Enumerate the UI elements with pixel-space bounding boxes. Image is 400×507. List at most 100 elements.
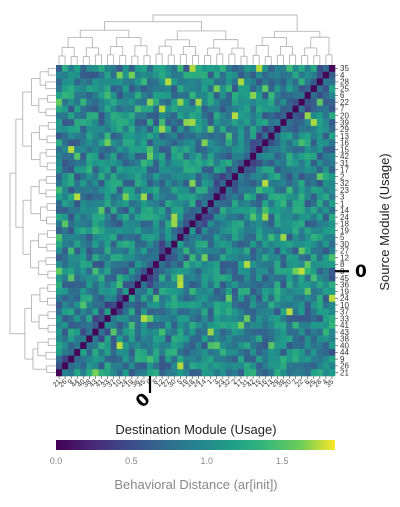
heatmap-cell [328, 234, 336, 242]
heatmap-cell [62, 220, 69, 228]
heatmap-cell [231, 335, 239, 343]
heatmap-cell [225, 78, 233, 86]
heatmap-cell [74, 139, 81, 147]
heatmap-cell [268, 132, 275, 140]
heatmap-cell [286, 98, 293, 106]
heatmap-cell [292, 213, 299, 221]
heatmap-cell [310, 274, 318, 282]
heatmap-cell [122, 166, 130, 174]
heatmap-cell [225, 274, 233, 282]
heatmap-cell [128, 206, 136, 215]
x-tick-label: 30 [167, 378, 178, 389]
heatmap-cell [189, 281, 196, 289]
heatmap-cell [280, 105, 287, 113]
heatmap-cell [62, 186, 69, 194]
heatmap-cell [256, 240, 263, 248]
heatmap-cell [68, 78, 75, 86]
heatmap-cell [86, 335, 93, 343]
y-tick-label: 41 [340, 321, 349, 330]
heatmap-cell [201, 274, 208, 282]
x-tick-label: 20 [282, 378, 293, 389]
heatmap-cell [116, 301, 124, 309]
heatmap-cell [280, 166, 287, 174]
heatmap-cell [86, 186, 93, 194]
heatmap-cell [146, 179, 154, 187]
heatmap-cell [201, 362, 208, 370]
heatmap-cell [122, 315, 130, 323]
heatmap-cell [262, 146, 269, 154]
x-tick-label: 45 [137, 378, 148, 389]
heatmap-cell [213, 85, 221, 93]
heatmap-cell [195, 105, 202, 113]
heatmap-cell [244, 105, 251, 113]
heatmap-cell [286, 281, 293, 289]
heatmap-cell [298, 321, 305, 329]
heatmap-cell [316, 193, 324, 201]
heatmap-cell [177, 213, 184, 221]
heatmap-cell [171, 328, 178, 336]
heatmap-cell [86, 342, 93, 350]
heatmap-cell [310, 65, 318, 73]
heatmap-cell [280, 281, 287, 289]
heatmap-cell [195, 281, 202, 289]
heatmap-cell [250, 227, 257, 235]
heatmap-cell [213, 267, 221, 275]
heatmap-cell [304, 234, 312, 242]
heatmap-cell [68, 227, 75, 235]
heatmap-cell [128, 71, 136, 79]
heatmap-cell [237, 179, 245, 187]
heatmap-cell [280, 288, 287, 296]
heatmap-cell [171, 281, 178, 289]
heatmap-cell [165, 220, 172, 228]
heatmap-cell [128, 105, 136, 113]
heatmap-cell [292, 355, 299, 363]
heatmap-cell [304, 173, 312, 181]
heatmap-cell [104, 78, 111, 86]
heatmap-cell [213, 294, 221, 302]
heatmap-cell [280, 71, 287, 79]
x-tick-label: 38 [82, 378, 93, 389]
heatmap-cell [274, 213, 281, 221]
heatmap-cell [250, 132, 257, 140]
heatmap-cell [195, 254, 202, 262]
heatmap-cell [86, 321, 93, 329]
heatmap-cell [159, 369, 166, 377]
heatmap-cell [74, 328, 81, 336]
heatmap-cell [153, 369, 160, 377]
heatmap-cell [74, 173, 81, 181]
x-tick-label: 24 [191, 378, 202, 389]
heatmap-cell [274, 234, 281, 242]
heatmap-cell [110, 342, 117, 350]
heatmap-cell [62, 321, 69, 329]
heatmap-cell [92, 105, 99, 113]
heatmap-cell [165, 301, 172, 309]
heatmap-cell [256, 234, 263, 242]
heatmap-cell [183, 369, 190, 377]
heatmap-cell [304, 355, 312, 363]
heatmap-cell [304, 179, 312, 187]
heatmap-cell [189, 261, 196, 269]
heatmap-cell [165, 328, 172, 336]
heatmap-cell [316, 308, 324, 316]
heatmap-cell [298, 139, 305, 147]
heatmap-cell [134, 98, 142, 106]
heatmap-cell [146, 362, 154, 370]
heatmap-cell [316, 92, 324, 100]
heatmap-cell [140, 139, 148, 147]
heatmap-cell [310, 240, 318, 248]
heatmap-cell [146, 261, 154, 269]
heatmap-cell [177, 139, 184, 147]
heatmap-cell [201, 213, 208, 221]
heatmap-cell [189, 166, 196, 174]
heatmap-cell [183, 240, 190, 248]
heatmap-cell [62, 125, 69, 133]
heatmap-cell [134, 234, 142, 242]
heatmap-cell [165, 321, 172, 329]
heatmap-cell [304, 200, 312, 208]
heatmap-cell [159, 362, 166, 370]
heatmap-cell [268, 335, 275, 343]
heatmap-cell [213, 105, 221, 113]
heatmap-cell [189, 227, 196, 235]
x-tick-label: 7 [291, 378, 299, 386]
heatmap-cell [225, 328, 233, 336]
